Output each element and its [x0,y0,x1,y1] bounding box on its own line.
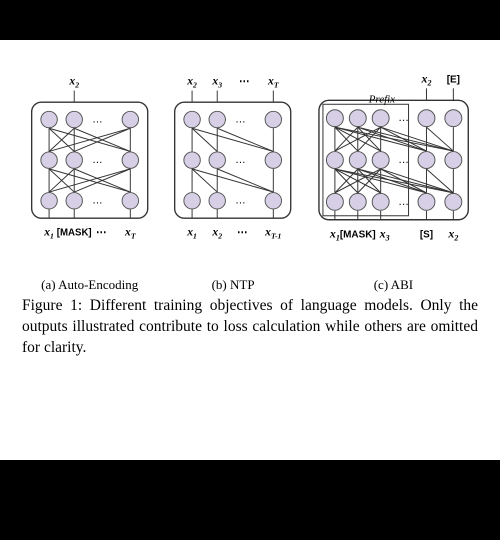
svg-text:…: … [92,195,103,207]
svg-text:⋯: ⋯ [239,76,250,88]
svg-text:⋯: ⋯ [237,227,248,239]
svg-text:xT: xT [124,226,136,241]
panel-a-svg: x2 … … … [22,60,157,270]
svg-text:x2: x2 [420,71,431,87]
svg-text:x1: x1 [329,227,340,243]
svg-text:xT-1: xT-1 [265,226,282,241]
svg-text:…: … [92,154,103,166]
svg-text:[S]: [S] [420,230,433,241]
figure-caption: Figure 1: Different training objectives … [22,296,478,359]
svg-text:xT: xT [267,75,279,90]
figure-number: Figure 1 [22,297,78,314]
panel-b-svg: x2 x3 ⋯ xT … … … [165,60,300,270]
panel-c-svg: x2 [E] Prefix … … … [309,60,478,270]
svg-text:x2: x2 [447,227,458,243]
panel-auto-encoding: x2 … … … [22,60,157,270]
figure-page: x2 … … … [0,40,500,460]
panel-b-subtitle: (b) NTP [165,277,300,293]
nodes-a: … … … [41,111,139,209]
svg-text:x2: x2 [68,75,79,90]
svg-text:[MASK]: [MASK] [57,228,92,239]
svg-text:…: … [236,195,247,207]
svg-text:…: … [236,113,247,125]
panel-row: x2 … … … [22,60,478,270]
edges-a [49,128,130,192]
svg-text:[E]: [E] [447,74,460,85]
panel-ntp: x2 x3 ⋯ xT … … … [165,60,300,270]
panel-a-subtitle: (a) Auto-Encoding [22,277,157,293]
svg-text:x1: x1 [43,226,54,241]
svg-text:⋯: ⋯ [96,227,107,239]
svg-text:x2: x2 [187,75,198,90]
svg-text:…: … [92,113,103,125]
svg-text:x3: x3 [212,75,223,90]
svg-text:x3: x3 [378,227,389,243]
svg-text:x1: x1 [187,226,198,241]
svg-text:…: … [398,196,409,208]
svg-text:…: … [236,154,247,166]
panel-abi: x2 [E] Prefix … … … [309,60,478,270]
svg-text:x2: x2 [212,226,223,241]
figure-caption-text: Different training objectives of languag… [22,297,478,356]
svg-text:Prefix: Prefix [368,93,395,105]
svg-text:…: … [398,154,409,166]
panel-c-subtitle: (c) ABI [309,277,478,293]
svg-text:…: … [398,112,409,124]
svg-text:[MASK]: [MASK] [340,230,376,241]
